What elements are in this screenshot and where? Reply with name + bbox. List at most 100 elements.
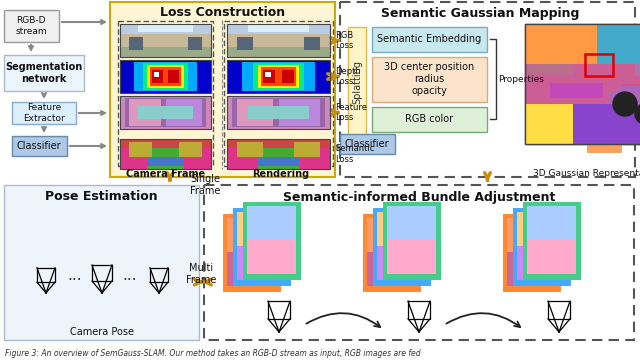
Bar bbox=[204, 185, 634, 340]
Bar bbox=[147, 65, 184, 88]
Bar bbox=[253, 63, 304, 90]
Bar bbox=[527, 240, 576, 274]
Bar bbox=[340, 2, 635, 177]
Bar bbox=[227, 96, 330, 129]
Bar bbox=[258, 157, 299, 166]
Bar bbox=[227, 60, 330, 93]
Bar bbox=[573, 104, 640, 144]
Bar bbox=[129, 37, 143, 50]
Bar bbox=[12, 136, 67, 156]
Bar bbox=[120, 96, 211, 129]
Text: Figure 3: An overview of SemGauss-SLAM. Our method takes an RGB-D stream as inpu: Figure 3: An overview of SemGauss-SLAM. … bbox=[5, 349, 420, 358]
Bar bbox=[120, 139, 211, 148]
Bar bbox=[134, 62, 197, 91]
Bar bbox=[120, 139, 147, 169]
Text: Multi
Frame: Multi Frame bbox=[186, 263, 216, 285]
Bar bbox=[282, 70, 294, 83]
Text: Semantic
Loss: Semantic Loss bbox=[335, 144, 374, 164]
Bar bbox=[348, 27, 366, 137]
Bar bbox=[244, 203, 299, 278]
Text: Rendering: Rendering bbox=[252, 169, 309, 179]
Bar bbox=[623, 84, 640, 121]
Text: Depth
Loss: Depth Loss bbox=[335, 67, 361, 86]
Text: RGB
Loss: RGB Loss bbox=[335, 31, 353, 50]
Bar bbox=[110, 2, 335, 177]
Bar bbox=[227, 139, 258, 169]
Bar bbox=[384, 203, 439, 278]
Bar bbox=[166, 99, 202, 126]
Bar bbox=[120, 60, 211, 93]
Bar bbox=[237, 212, 286, 246]
Text: Segmentation
network: Segmentation network bbox=[5, 62, 83, 84]
Bar bbox=[372, 107, 487, 132]
Bar bbox=[237, 142, 263, 157]
Bar bbox=[12, 102, 76, 124]
Circle shape bbox=[635, 104, 640, 124]
Bar bbox=[525, 64, 640, 104]
Bar bbox=[227, 252, 276, 286]
Bar bbox=[4, 10, 59, 42]
Bar bbox=[227, 96, 330, 129]
Text: Pose Estimation: Pose Estimation bbox=[45, 191, 158, 204]
Bar bbox=[147, 157, 184, 166]
Bar bbox=[517, 246, 566, 280]
Bar bbox=[517, 212, 566, 246]
Text: Camera Frame: Camera Frame bbox=[126, 169, 205, 179]
Bar bbox=[120, 139, 211, 169]
Text: Feature
Loss: Feature Loss bbox=[335, 103, 367, 122]
Bar bbox=[528, 44, 574, 75]
Text: Camera Pose: Camera Pose bbox=[70, 327, 134, 337]
Bar bbox=[120, 139, 211, 169]
Bar bbox=[227, 139, 330, 169]
Bar bbox=[374, 209, 429, 284]
Bar bbox=[364, 215, 419, 290]
Bar bbox=[4, 185, 199, 340]
Bar bbox=[635, 58, 640, 76]
Bar bbox=[620, 86, 640, 118]
Text: Classifier: Classifier bbox=[17, 141, 61, 151]
Bar bbox=[152, 70, 163, 83]
Bar bbox=[138, 106, 193, 119]
Bar bbox=[227, 139, 330, 148]
Bar bbox=[374, 209, 429, 284]
Bar bbox=[514, 209, 569, 284]
Bar bbox=[587, 121, 622, 153]
Bar bbox=[243, 62, 314, 91]
Bar bbox=[227, 34, 330, 47]
Bar bbox=[618, 94, 640, 114]
Bar bbox=[525, 24, 640, 144]
Text: 3D Gaussian Representation: 3D Gaussian Representation bbox=[533, 170, 640, 179]
Bar bbox=[258, 65, 299, 88]
Bar bbox=[232, 98, 325, 127]
Bar bbox=[507, 252, 556, 286]
Bar bbox=[154, 72, 159, 77]
Bar bbox=[118, 21, 213, 166]
Bar bbox=[299, 139, 330, 169]
Bar bbox=[387, 206, 436, 240]
Bar bbox=[184, 139, 211, 169]
Bar bbox=[224, 215, 279, 290]
Bar bbox=[294, 142, 320, 157]
Bar bbox=[525, 104, 573, 144]
Bar bbox=[247, 206, 296, 240]
Bar bbox=[227, 60, 330, 93]
Bar bbox=[598, 26, 630, 48]
Text: 3D center position
radius
opacity: 3D center position radius opacity bbox=[385, 62, 475, 95]
Bar bbox=[372, 57, 487, 102]
Bar bbox=[129, 99, 161, 126]
Bar bbox=[179, 142, 202, 157]
Bar bbox=[138, 24, 193, 32]
Bar bbox=[4, 55, 84, 91]
Bar bbox=[150, 66, 181, 86]
Bar bbox=[514, 209, 569, 284]
Bar bbox=[234, 209, 289, 284]
Bar bbox=[237, 99, 273, 126]
Bar bbox=[387, 240, 436, 274]
Bar bbox=[524, 203, 579, 278]
Bar bbox=[248, 24, 309, 32]
Text: Semantic-informed Bundle Adjustment: Semantic-informed Bundle Adjustment bbox=[283, 191, 555, 204]
Bar bbox=[120, 47, 211, 57]
Bar bbox=[244, 203, 299, 278]
Bar bbox=[247, 240, 296, 274]
Bar bbox=[227, 24, 330, 57]
